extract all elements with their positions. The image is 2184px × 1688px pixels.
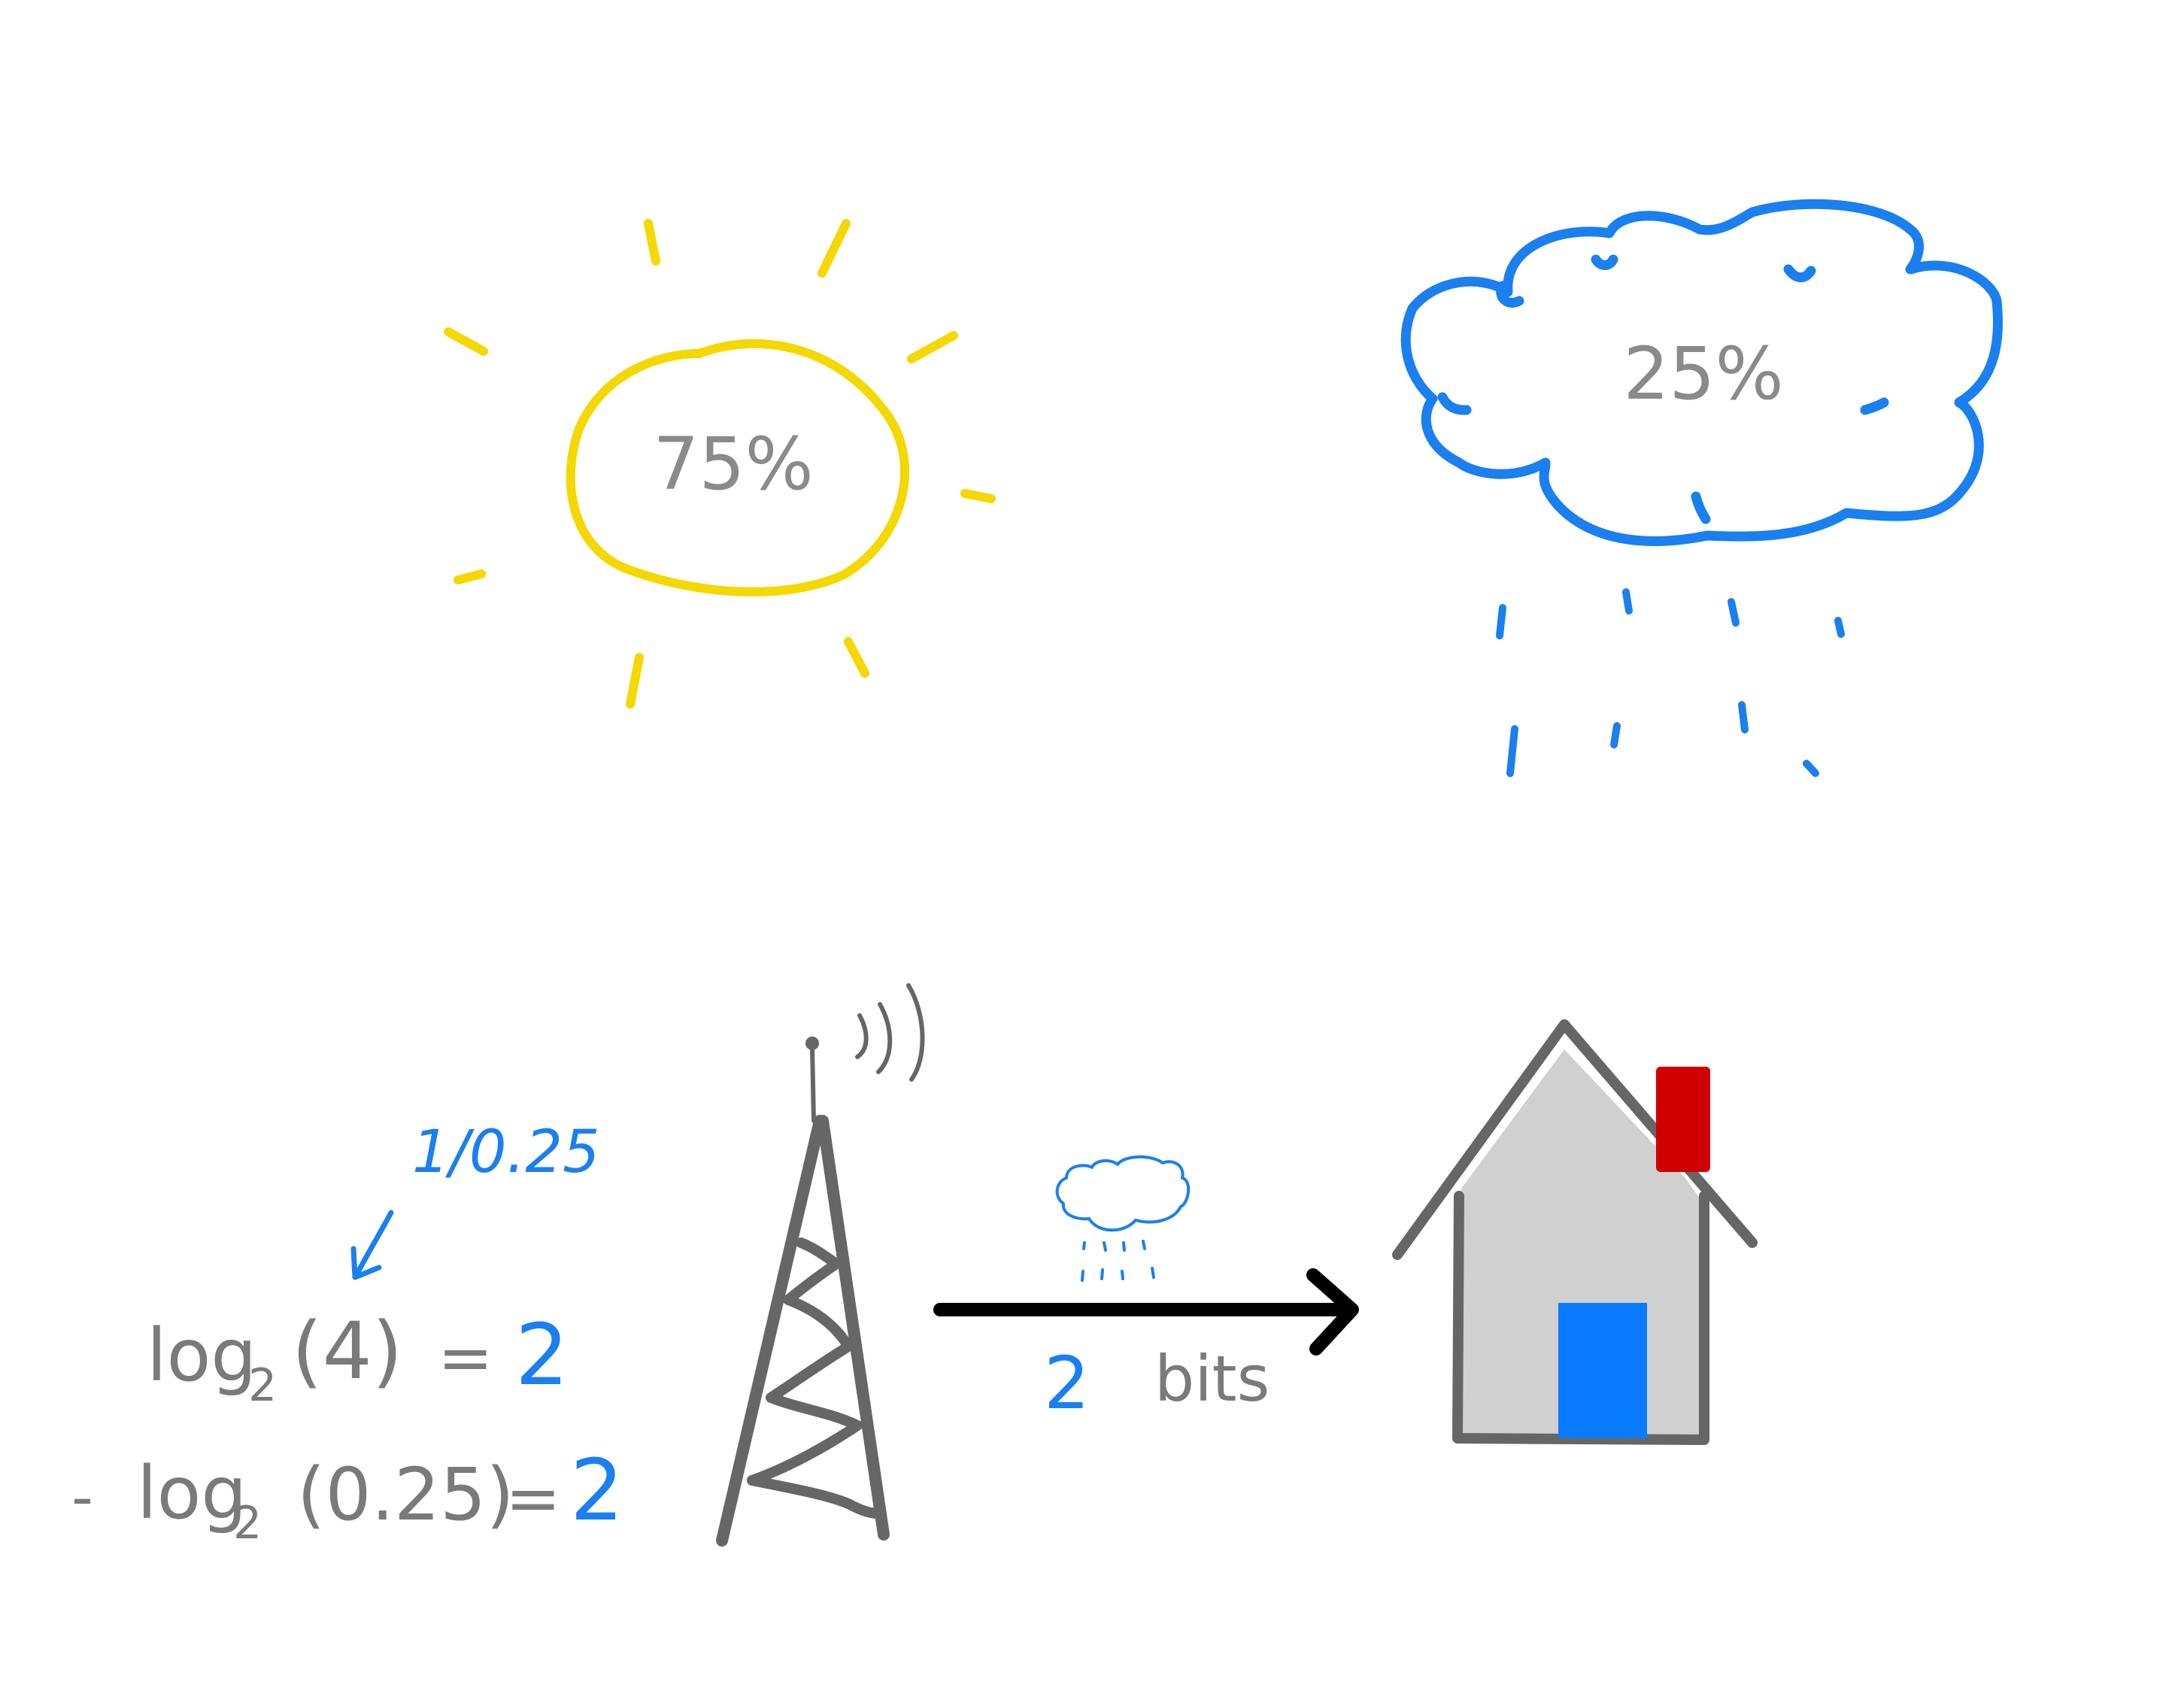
sun-ray [844, 637, 869, 678]
sun-ray [644, 219, 660, 266]
rain-probability-label: 25% [1623, 332, 1783, 416]
cloud-curl [1496, 281, 1524, 308]
cloud-curl [1437, 392, 1472, 415]
cloud-curl [1691, 491, 1711, 524]
bit-unit: bits [1154, 1342, 1269, 1416]
sun-icon [444, 219, 996, 709]
house-walls [1452, 1191, 1709, 1445]
raindrop [1506, 725, 1518, 777]
raindrop [1803, 760, 1819, 777]
raindrop [1496, 604, 1506, 639]
small-rain-cloud-icon [1055, 1155, 1191, 1282]
sun-ray [444, 327, 488, 356]
small-raindrops [1081, 1240, 1155, 1282]
equals-sign: = [505, 1459, 561, 1537]
result-value: 2 [515, 1307, 569, 1404]
tower-leg [817, 1115, 890, 1541]
raindrops [1496, 588, 1845, 777]
sun-ray [960, 489, 996, 503]
transmission-arrow-icon [933, 1268, 1359, 1356]
result-value: 2 [570, 1442, 623, 1540]
log-term: log [147, 1313, 256, 1398]
entropy-formula: 1/0.25 log 2 (4) = 2 - log 2 (0.25) = 2 [71, 1119, 623, 1550]
cloud-curl [1860, 397, 1889, 415]
tower-leg [716, 1115, 826, 1547]
tower-cross-bracing [747, 1237, 884, 1519]
small-cloud-outline [1055, 1155, 1191, 1232]
radio-tower-icon [716, 983, 925, 1547]
log-argument: (0.25) [297, 1453, 514, 1537]
log-base: 2 [233, 1497, 262, 1550]
bit-count: 2 [1044, 1341, 1090, 1425]
house-icon [1392, 1019, 1758, 1445]
sun-disc [566, 339, 909, 597]
house-chimney [1656, 1067, 1710, 1172]
raindrop [1622, 588, 1633, 615]
rain-cloud-icon [1400, 199, 2003, 546]
log-term: log [137, 1451, 247, 1535]
sun-probability-label: 75% [653, 422, 813, 506]
arrow-down-left-icon [350, 1210, 394, 1280]
sun-ray [907, 331, 958, 363]
negative-sign: - [71, 1462, 93, 1532]
sun-ray [817, 219, 851, 278]
cloud-curl [1783, 264, 1816, 283]
signal-waves-icon [855, 983, 925, 1082]
equals-sign: = [438, 1319, 493, 1396]
raindrop [1738, 701, 1749, 733]
cloud-curl [1591, 254, 1618, 270]
raindrop [1610, 722, 1621, 748]
house-door [1558, 1303, 1647, 1438]
log-argument: (4) [292, 1305, 402, 1397]
tower-mast [810, 1045, 816, 1123]
log-base: 2 [248, 1359, 277, 1412]
raindrop [1834, 617, 1845, 638]
tower-beacon [805, 1037, 819, 1050]
cloud-outline [1400, 199, 2003, 546]
sun-ray [453, 569, 486, 584]
inverse-probability-note: 1/0.25 [412, 1119, 600, 1186]
arrow-head [1306, 1268, 1359, 1356]
sun-ray [626, 653, 644, 709]
raindrop [1727, 598, 1740, 627]
